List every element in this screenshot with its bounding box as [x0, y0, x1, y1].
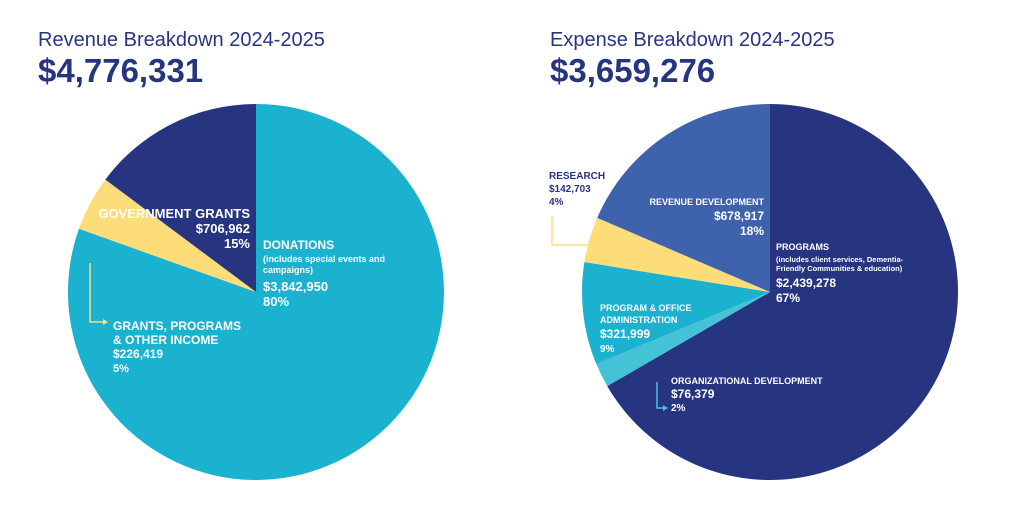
label-other-income-name: GRANTS, PROGRAMS & OTHER INCOME — [113, 319, 244, 347]
research-leader-line — [551, 216, 596, 246]
label-org-development-name: ORGANIZATIONAL DEVELOPMENT — [671, 376, 823, 386]
label-programs-note-line2: Friendly Communities & education) — [776, 264, 903, 273]
label-administration-name: PROGRAM & OFFICE ADMINISTRATION — [600, 303, 694, 325]
label-donations-percent: 80% — [263, 294, 289, 309]
label-administration-name-line2: ADMINISTRATION — [600, 315, 677, 325]
label-programs-amount: $2,439,278 — [776, 276, 836, 290]
expense-slice-research — [584, 217, 770, 292]
label-revenue-development-amount: $678,917 — [714, 209, 764, 223]
expense-slice-program-and-office-administration — [581, 262, 770, 364]
label-programs-note-line1: (includes client services, Dementia- — [776, 255, 904, 264]
expense-slice-revenue-development — [597, 104, 770, 292]
label-government-grants-name: GOVERNMENT GRANTS — [98, 206, 250, 221]
label-government-grants-amount: $706,962 — [196, 221, 250, 236]
org-dev-leader-line — [656, 382, 664, 409]
label-administration-amount: $321,999 — [600, 327, 650, 341]
expense-slice-programs — [607, 104, 959, 481]
label-org-development-amount: $76,379 — [671, 387, 715, 401]
expense-header: Expense Breakdown 2024-2025 $3,659,276 — [550, 28, 835, 90]
revenue-total: $4,776,331 — [38, 52, 204, 89]
revenue-slice-grants-programs-and-other-income — [78, 179, 256, 292]
label-revenue-development-name: REVENUE DEVELOPMENT — [649, 197, 764, 207]
label-research-percent: 4% — [549, 197, 564, 208]
label-donations-amount: $3,842,950 — [263, 279, 328, 294]
label-government-grants-percent: 15% — [224, 236, 250, 251]
revenue-leader-line — [89, 263, 103, 323]
label-donations-note-line1: (includes special events and — [263, 254, 385, 264]
label-research-amount: $142,703 — [549, 184, 591, 195]
label-other-income-name-line2: & OTHER INCOME — [113, 333, 218, 347]
label-programs-name: PROGRAMS — [776, 242, 829, 252]
expense-slice-organizational-development — [596, 292, 770, 387]
label-donations-note: (includes special events and campaigns) — [263, 254, 388, 275]
org-dev-leader-arrow-icon — [663, 405, 668, 411]
label-donations-name: DONATIONS — [263, 238, 334, 252]
label-other-income-percent: 5% — [113, 363, 129, 375]
label-other-income-amount: $226,419 — [113, 347, 163, 361]
revenue-slice-donations — [68, 104, 445, 480]
label-org-development-percent: 2% — [671, 403, 686, 414]
label-revenue-development-percent: 18% — [740, 224, 764, 238]
revenue-header: Revenue Breakdown 2024-2025 $4,776,331 — [38, 28, 325, 90]
revenue-leader-arrow-icon — [103, 319, 108, 325]
expense-total: $3,659,276 — [550, 52, 716, 89]
revenue-title: Revenue Breakdown 2024-2025 — [38, 29, 325, 51]
label-administration-percent: 9% — [600, 344, 615, 355]
label-research-name: RESEARCH — [549, 171, 605, 182]
expense-title: Expense Breakdown 2024-2025 — [550, 29, 835, 51]
expense-pie — [581, 104, 959, 481]
label-programs-percent: 67% — [776, 291, 800, 305]
revenue-slice-government-grants — [105, 104, 256, 292]
revenue-pie — [68, 104, 445, 480]
label-donations-note-line2: campaigns) — [263, 265, 313, 275]
label-administration-name-line1: PROGRAM & OFFICE — [600, 303, 692, 313]
label-other-income-name-line1: GRANTS, PROGRAMS — [113, 319, 241, 333]
label-programs-note: (includes client services, Dementia- Fri… — [776, 255, 905, 273]
